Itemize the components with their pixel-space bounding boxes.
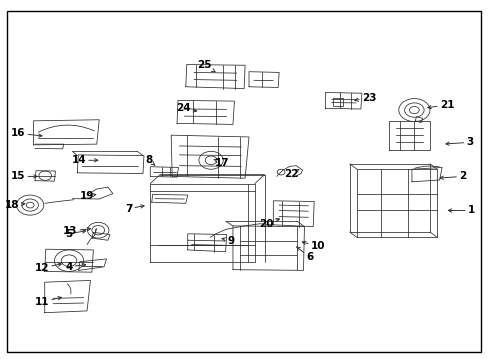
Text: 16: 16 [11, 129, 42, 138]
Text: 8: 8 [145, 155, 155, 165]
Text: 19: 19 [80, 191, 96, 201]
Text: 25: 25 [197, 60, 215, 72]
Text: 4: 4 [65, 262, 85, 272]
Text: 17: 17 [214, 158, 228, 168]
Text: 13: 13 [62, 226, 90, 236]
Text: 14: 14 [71, 155, 98, 165]
Text: 6: 6 [296, 247, 312, 262]
Text: 22: 22 [284, 168, 298, 179]
Text: 2: 2 [439, 171, 466, 181]
Text: 10: 10 [302, 241, 325, 251]
Text: 3: 3 [445, 138, 473, 147]
Text: 1: 1 [447, 206, 474, 216]
Text: 18: 18 [4, 200, 25, 210]
Text: 12: 12 [35, 263, 61, 273]
Text: 24: 24 [176, 103, 196, 113]
Text: 11: 11 [35, 297, 61, 307]
Text: 21: 21 [427, 100, 453, 110]
Text: 15: 15 [11, 171, 37, 181]
Text: 5: 5 [65, 229, 85, 239]
Text: 20: 20 [258, 219, 279, 229]
Text: 9: 9 [222, 236, 234, 246]
Text: 7: 7 [124, 204, 144, 214]
Text: 23: 23 [354, 93, 376, 103]
Bar [332, 98, 343, 106]
